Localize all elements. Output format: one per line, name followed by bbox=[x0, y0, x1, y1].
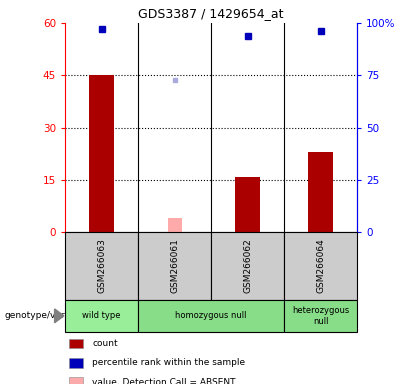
Text: GSM266063: GSM266063 bbox=[97, 238, 106, 293]
Bar bbox=[308, 152, 333, 232]
Text: wild type: wild type bbox=[82, 311, 121, 320]
Text: homozygous null: homozygous null bbox=[175, 311, 247, 320]
Text: genotype/variation: genotype/variation bbox=[4, 311, 90, 320]
Bar bbox=[168, 218, 181, 232]
Text: GSM266062: GSM266062 bbox=[243, 238, 252, 293]
Text: GSM266064: GSM266064 bbox=[316, 238, 325, 293]
Text: value, Detection Call = ABSENT: value, Detection Call = ABSENT bbox=[92, 377, 236, 384]
Text: GSM266061: GSM266061 bbox=[170, 238, 179, 293]
Bar bbox=[235, 177, 260, 232]
Text: count: count bbox=[92, 339, 118, 348]
Bar bbox=[89, 75, 114, 232]
Text: percentile rank within the sample: percentile rank within the sample bbox=[92, 358, 246, 367]
Text: heterozygous
null: heterozygous null bbox=[292, 306, 349, 326]
Title: GDS3387 / 1429654_at: GDS3387 / 1429654_at bbox=[138, 7, 284, 20]
